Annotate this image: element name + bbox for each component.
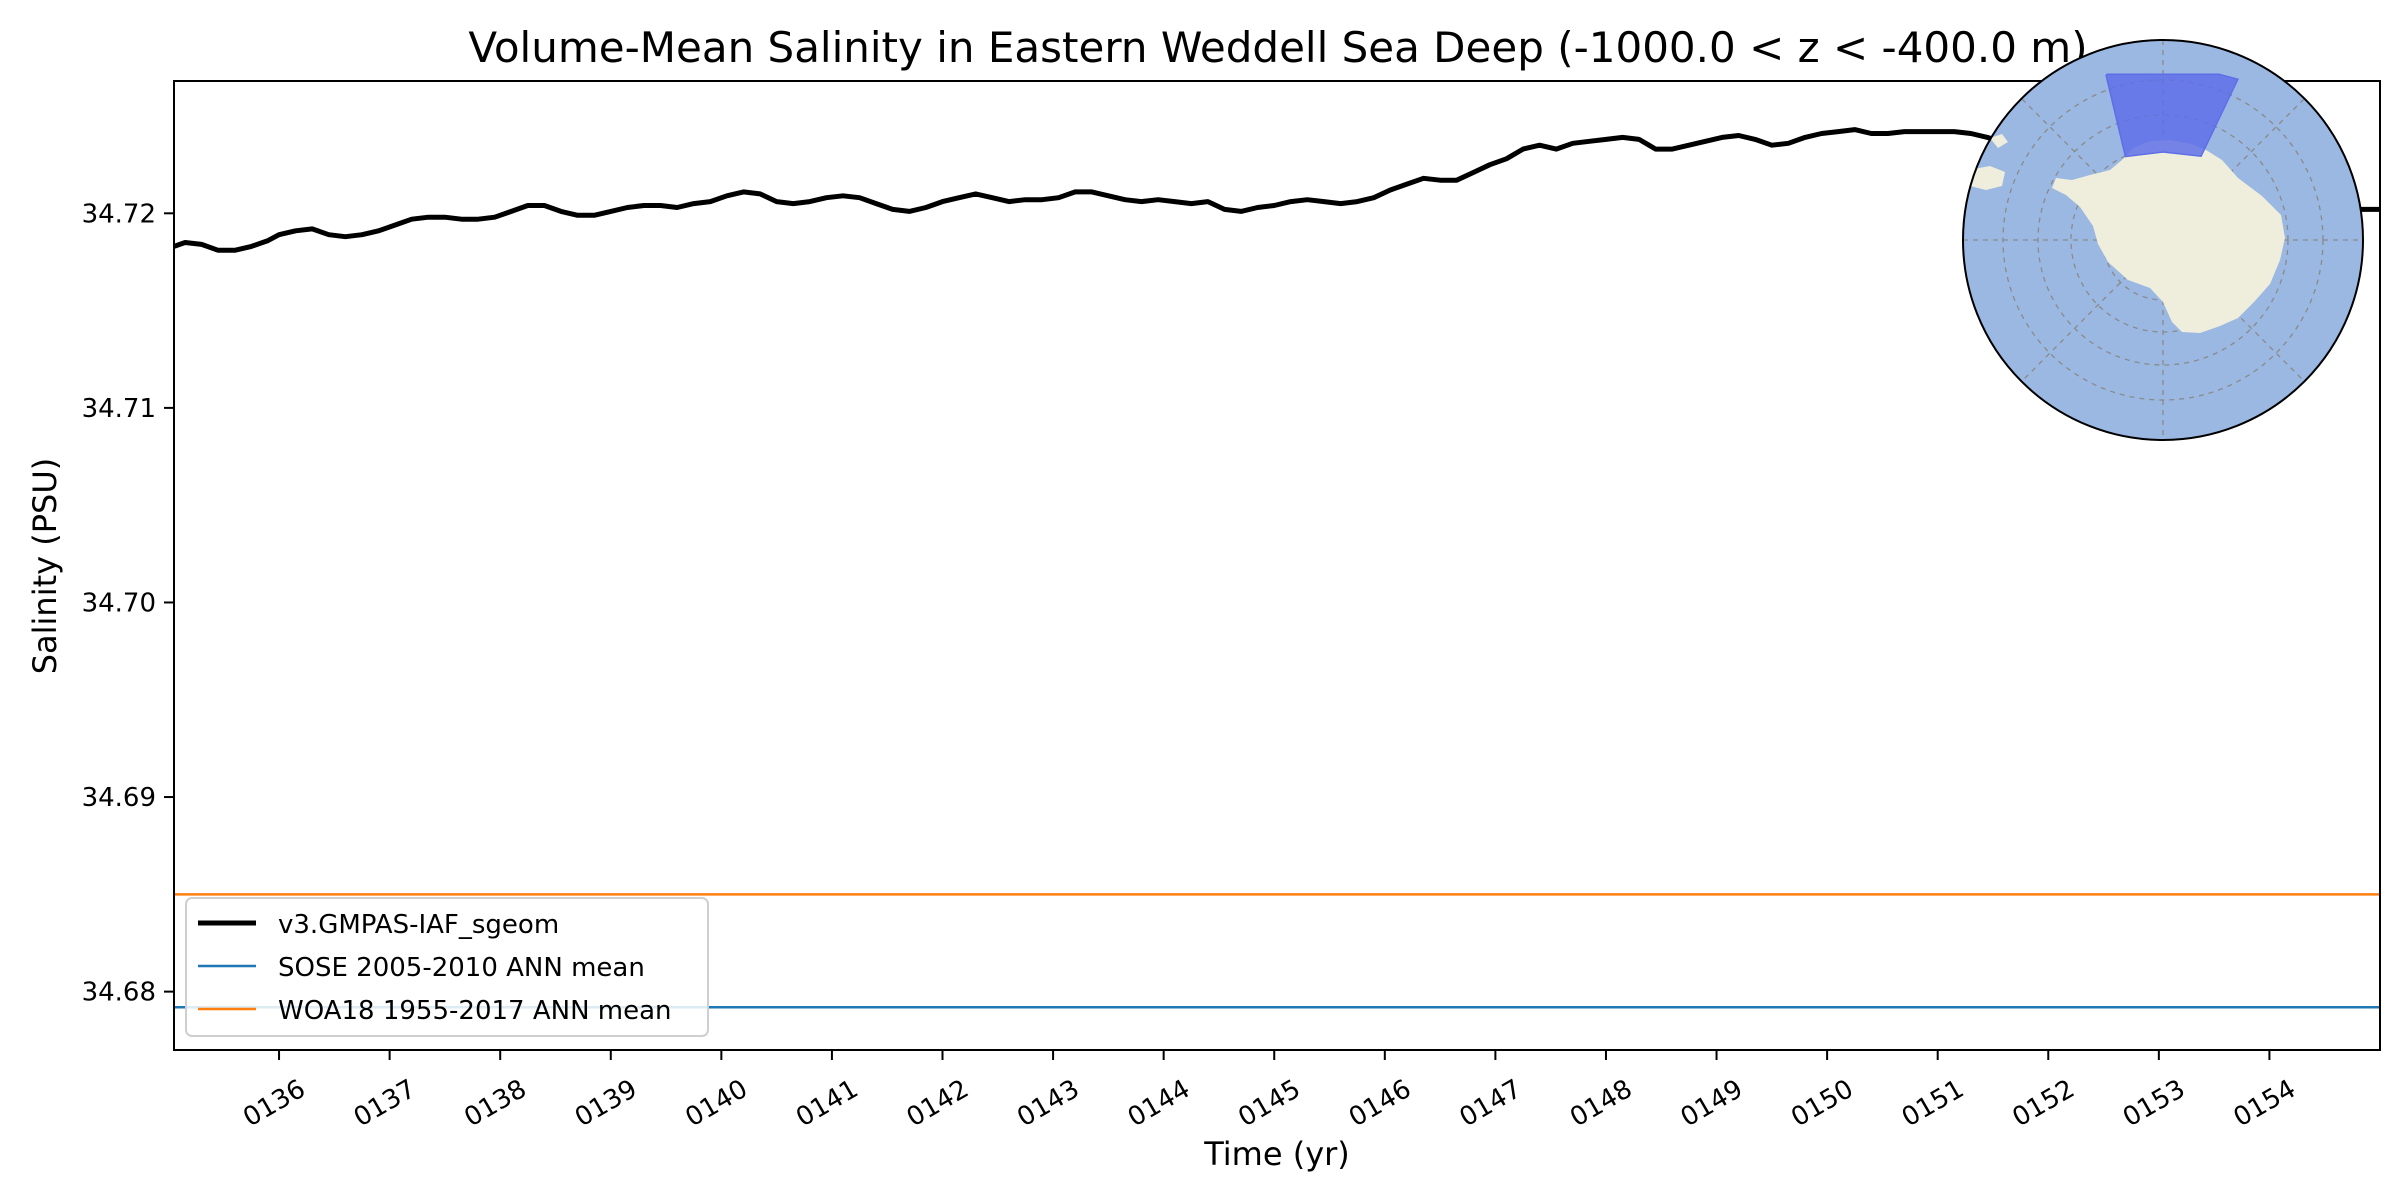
x-tick-label: 0150 xyxy=(1786,1074,1858,1133)
y-tick-label: 34.68 xyxy=(82,978,156,1008)
x-tick-label: 0139 xyxy=(570,1074,642,1133)
x-tick-label: 0146 xyxy=(1344,1074,1416,1133)
x-tick-label: 0154 xyxy=(2229,1074,2301,1133)
x-tick-label: 0137 xyxy=(349,1074,421,1133)
y-tick-label: 34.69 xyxy=(82,783,156,813)
y-axis: 34.68 34.69 34.70 34.71 34.72 xyxy=(82,199,174,1008)
legend-frame xyxy=(185,897,709,1037)
inset-land-fragment xyxy=(1990,134,2008,148)
x-axis: 0136 0137 0138 0139 0140 0141 0142 0143 0144 0145… xyxy=(238,1050,2301,1133)
x-tick-label: 0153 xyxy=(2118,1074,2190,1133)
plot-frame xyxy=(173,80,2381,1051)
legend: v3.GMPAS-IAF_sgeom SOSE 2005-2010 ANN me… xyxy=(185,897,709,1037)
y-tick-label: 34.70 xyxy=(82,588,156,618)
x-tick-label: 0136 xyxy=(238,1074,310,1133)
y-tick-label: 34.71 xyxy=(82,394,156,424)
legend-label: v3.GMPAS-IAF_sgeom xyxy=(278,910,559,940)
x-tick-label: 0149 xyxy=(1676,1074,1748,1133)
x-tick-label: 0145 xyxy=(1233,1074,1305,1133)
inset-land-fragment xyxy=(1968,166,2005,190)
x-tick-label: 0151 xyxy=(1897,1074,1969,1133)
x-tick-label: 0144 xyxy=(1123,1074,1195,1133)
x-tick-label: 0147 xyxy=(1455,1074,1527,1133)
x-axis-label: Time (yr) xyxy=(1203,1135,1350,1173)
x-tick-label: 0142 xyxy=(902,1074,974,1133)
weddell-region-highlight xyxy=(2105,73,2239,158)
x-tick-label: 0143 xyxy=(1012,1074,1084,1133)
y-tick-label: 34.72 xyxy=(82,199,156,229)
inset-map xyxy=(1962,39,2364,441)
legend-label: SOSE 2005-2010 ANN mean xyxy=(278,953,645,983)
x-tick-label: 0138 xyxy=(459,1074,531,1133)
x-tick-label: 0148 xyxy=(1565,1074,1637,1133)
y-axis-label: Salinity (PSU) xyxy=(26,458,64,675)
chart-title: Volume-Mean Salinity in Eastern Weddell … xyxy=(468,23,2087,72)
inset-border xyxy=(1962,39,2364,441)
x-tick-label: 0152 xyxy=(2007,1074,2079,1133)
x-tick-label: 0141 xyxy=(791,1074,863,1133)
antarctica-landmass xyxy=(2052,140,2285,333)
x-tick-label: 0140 xyxy=(681,1074,753,1133)
legend-label: WOA18 1955-2017 ANN mean xyxy=(278,996,672,1026)
